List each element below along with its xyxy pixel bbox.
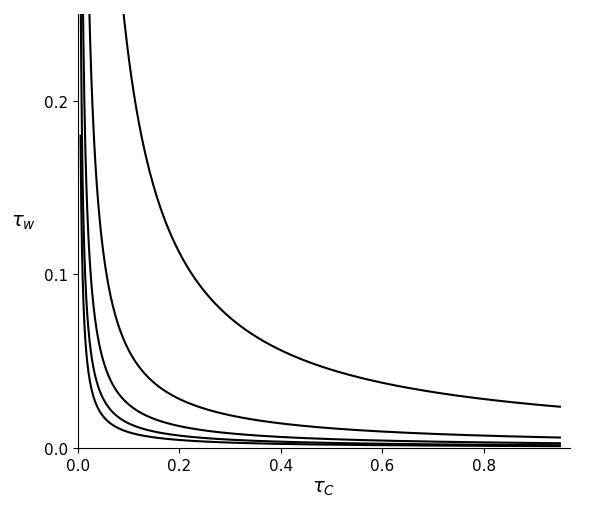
X-axis label: $\tau_C$: $\tau_C$ [313, 478, 335, 497]
Y-axis label: $\tau_w$: $\tau_w$ [11, 213, 36, 232]
